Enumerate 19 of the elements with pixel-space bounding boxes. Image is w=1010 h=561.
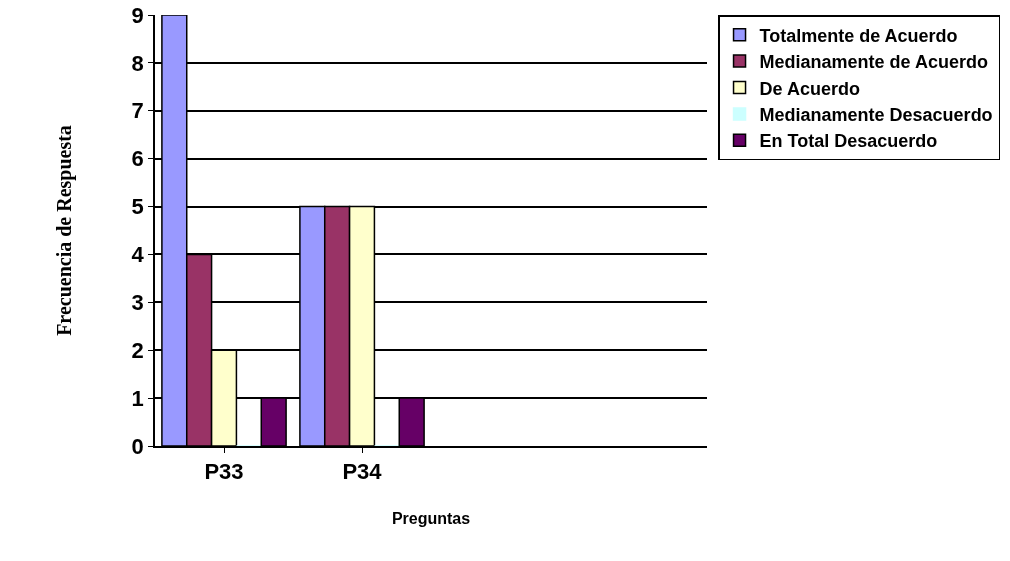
legend-label: Totalmente de Acuerdo [759,25,958,46]
y-tick-label: 4 [131,242,145,268]
y-tick-label: 3 [131,290,144,316]
x-axis-title: Preguntas [391,510,471,528]
y-tick-label: 1 [131,385,144,411]
y-tick-label: 8 [131,50,144,76]
y-tick-label: 2 [131,337,144,363]
x-tick-label: P33 [204,459,244,485]
y-tick-label: 6 [131,146,144,172]
y-tick-label: 5 [131,194,144,220]
y-tick-label: 0 [131,433,144,459]
x-tick-label: P34 [342,459,383,485]
legend-label: De Acuerdo [759,78,860,99]
legend-label: Medianamente Desacuerdo [759,104,993,125]
legend-label: Medianamente de Acuerdo [759,52,988,73]
y-tick-label: 9 [131,2,144,28]
legend-label: En Total Desacuerdo [759,131,938,152]
y-tick-label: 7 [131,98,144,124]
y-axis-title: Frecuencia de Respuesta [52,125,76,336]
